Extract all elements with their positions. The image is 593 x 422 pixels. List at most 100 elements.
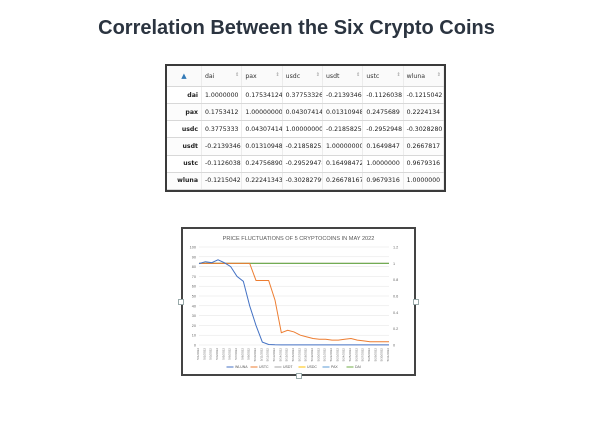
legend-label: PAX bbox=[331, 365, 338, 369]
x-tick-label: 5/4/2022 bbox=[215, 348, 219, 360]
row-label: usdc bbox=[167, 120, 202, 139]
y-left-tick-label: 30 bbox=[192, 314, 196, 318]
x-tick-label: 5/6/2022 bbox=[228, 348, 232, 360]
series-line-ustc bbox=[199, 262, 389, 343]
table-cell: 1.00000000 bbox=[241, 103, 283, 122]
column-header-label: dai bbox=[205, 72, 215, 80]
table-cell: 0.01310948 bbox=[241, 137, 283, 156]
table-cell: 1.0000000 bbox=[201, 86, 243, 105]
x-tick-label: 5/5/2022 bbox=[221, 348, 225, 360]
sort-icon: ⇕ bbox=[235, 72, 240, 78]
x-tick-label: 5/7/2022 bbox=[234, 348, 238, 360]
x-tick-label: 5/13/2022 bbox=[272, 348, 276, 362]
y-right-tick-label: 0.4 bbox=[393, 311, 398, 315]
x-tick-label: 5/11/2022 bbox=[259, 348, 263, 361]
table-cell: 0.17534124 bbox=[241, 86, 283, 105]
table-cell: 0.9679316 bbox=[362, 172, 404, 191]
x-tick-label: 5/16/2022 bbox=[291, 348, 295, 362]
table-cell: -0.30282799 bbox=[282, 172, 323, 191]
x-tick-label: 5/31/2022 bbox=[386, 348, 390, 362]
column-header-label: usdt bbox=[325, 72, 340, 80]
table-cell: 0.2224134 bbox=[403, 103, 445, 122]
column-header-label: usdc bbox=[285, 72, 301, 80]
table-cell: 0.01310948 bbox=[322, 103, 364, 122]
x-tick-label: 5/20/2022 bbox=[316, 348, 320, 362]
column-header[interactable]: wluna ⇕ bbox=[403, 66, 445, 87]
y-right-tick-label: 0.2 bbox=[393, 327, 398, 331]
x-tick-label: 5/28/2022 bbox=[367, 348, 371, 362]
column-header[interactable]: usdc ⇕ bbox=[282, 66, 323, 87]
table-cell: 0.37753326 bbox=[282, 86, 323, 105]
table-cell: -0.2139346 bbox=[201, 137, 243, 156]
row-label: dai bbox=[167, 86, 202, 105]
y-left-tick-label: 80 bbox=[192, 265, 196, 269]
column-header[interactable]: ustc ⇕ bbox=[362, 66, 404, 87]
table-cell: -0.1126038 bbox=[362, 86, 404, 105]
corner-header[interactable]: ▲ bbox=[167, 66, 202, 87]
table-cell: 0.3775333 bbox=[201, 120, 243, 139]
table-cell: -0.1215042 bbox=[403, 86, 445, 105]
table-cell: 0.2667817 bbox=[403, 137, 445, 156]
row-label: wluna bbox=[167, 172, 202, 191]
column-header[interactable]: pax ⇕ bbox=[241, 66, 283, 87]
x-tick-label: 5/25/2022 bbox=[348, 348, 352, 362]
x-tick-label: 5/18/2022 bbox=[304, 348, 308, 362]
table-cell: 0.16498472 bbox=[322, 155, 364, 173]
table-row: usdt -0.2139346 0.01310948 -0.21858255 1… bbox=[167, 137, 445, 156]
table-cell: -0.2952948 bbox=[362, 120, 404, 139]
x-tick-label: 5/22/2022 bbox=[329, 348, 333, 362]
row-label: ustc bbox=[167, 155, 202, 173]
x-tick-label: 5/9/2022 bbox=[247, 348, 251, 360]
x-tick-label: 5/1/2022 bbox=[196, 348, 200, 360]
correlation-table-frame: ▲ dai ⇕ pax ⇕ usdc ⇕ usdt ⇕ ustc ⇕ wluna ⇕ dai… bbox=[165, 64, 446, 192]
x-tick-label: 5/14/2022 bbox=[278, 348, 282, 362]
y-left-tick-label: 100 bbox=[190, 246, 196, 250]
x-tick-label: 5/17/2022 bbox=[297, 348, 301, 362]
legend-label: USTC bbox=[259, 365, 269, 369]
table-cell: 0.9679316 bbox=[403, 155, 445, 173]
legend-label: WLUNA bbox=[235, 365, 248, 369]
resize-handle-left[interactable] bbox=[178, 299, 184, 305]
column-header-label: wluna bbox=[406, 72, 426, 80]
sort-ascending-icon: ▲ bbox=[181, 72, 187, 80]
sort-icon: ⇕ bbox=[436, 72, 441, 78]
y-left-tick-label: 60 bbox=[192, 285, 196, 289]
table-cell: -0.21858255 bbox=[322, 120, 364, 139]
resize-handle-bottom[interactable] bbox=[296, 373, 302, 379]
table-cell: 1.0000000 bbox=[362, 155, 404, 173]
table-header-row: ▲ dai ⇕ pax ⇕ usdc ⇕ usdt ⇕ ustc ⇕ wluna ⇕ bbox=[167, 66, 445, 87]
y-left-tick-label: 70 bbox=[192, 275, 196, 279]
column-header-label: pax bbox=[245, 72, 257, 80]
table-cell: 1.0000000 bbox=[403, 172, 445, 191]
table-cell: 0.22241343 bbox=[241, 172, 283, 191]
resize-handle-right[interactable] bbox=[413, 299, 419, 305]
y-left-tick-label: 20 bbox=[192, 324, 196, 328]
table-cell: 0.24756890 bbox=[241, 155, 283, 173]
legend-label: DAI bbox=[355, 365, 361, 369]
row-label: usdt bbox=[167, 137, 202, 156]
y-left-tick-label: 10 bbox=[192, 334, 196, 338]
column-header[interactable]: dai ⇕ bbox=[201, 66, 243, 87]
x-tick-label: 5/12/2022 bbox=[266, 348, 270, 362]
x-tick-label: 5/8/2022 bbox=[240, 348, 244, 360]
table-cell: -0.21858255 bbox=[282, 137, 323, 156]
x-tick-label: 5/30/2022 bbox=[380, 348, 384, 362]
x-tick-label: 5/23/2022 bbox=[335, 348, 339, 362]
x-tick-label: 5/15/2022 bbox=[285, 348, 289, 362]
x-tick-label: 5/27/2022 bbox=[361, 348, 365, 362]
table-cell: 0.04307414 bbox=[241, 120, 283, 139]
sort-icon: ⇕ bbox=[315, 72, 320, 78]
table-cell: -0.1126038 bbox=[201, 155, 243, 173]
sort-icon: ⇕ bbox=[275, 72, 280, 78]
x-tick-label: 5/10/2022 bbox=[253, 348, 257, 362]
x-tick-label: 5/19/2022 bbox=[310, 348, 314, 362]
price-chart-frame[interactable]: PRICE FLUCTUATIONS OF 5 CRYPTOCOINS IN M… bbox=[181, 227, 416, 376]
column-header[interactable]: usdt ⇕ bbox=[322, 66, 364, 87]
table-row: usdc 0.3775333 0.04307414 1.00000000 -0.… bbox=[167, 120, 445, 139]
table-row: pax 0.1753412 1.00000000 0.04307414 0.01… bbox=[167, 103, 445, 122]
x-tick-label: 5/2/2022 bbox=[202, 348, 206, 360]
table-cell: 1.00000000 bbox=[282, 120, 323, 139]
table-cell: 0.1649847 bbox=[362, 137, 404, 156]
correlation-table: ▲ dai ⇕ pax ⇕ usdc ⇕ usdt ⇕ ustc ⇕ wluna ⇕ dai… bbox=[167, 66, 445, 191]
y-left-tick-label: 50 bbox=[192, 295, 196, 299]
